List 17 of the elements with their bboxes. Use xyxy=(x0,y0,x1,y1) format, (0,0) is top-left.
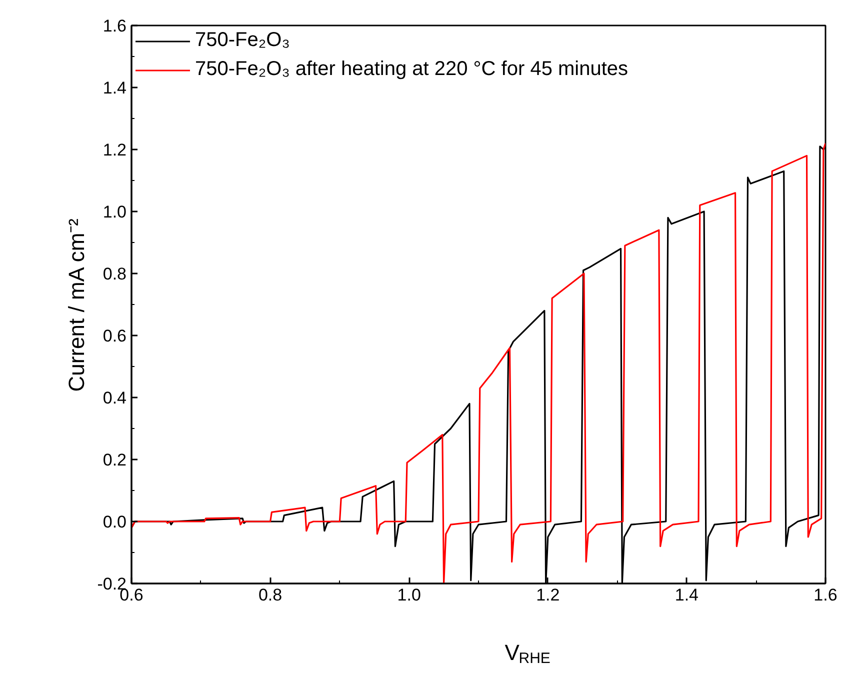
y-tick-label: 0.4 xyxy=(102,388,127,408)
legend-label: 750-Fe₂O₃ after heating at 220 °C for 45 minutes xyxy=(195,58,628,81)
y-tick-label: 0.0 xyxy=(102,512,127,532)
y-tick-label: 0.2 xyxy=(102,450,127,470)
x-tick-label: 1.6 xyxy=(814,586,838,604)
y-tick-label: 1.2 xyxy=(102,140,127,160)
y-tick-label: 0.8 xyxy=(102,264,127,284)
y-axis-title: Current / mA cm⁻² xyxy=(64,218,90,392)
x-tick-label: 1.4 xyxy=(674,586,699,604)
x-tick-label: 1.0 xyxy=(397,586,421,604)
y-tick-label: 1.4 xyxy=(102,78,127,98)
y-tick-label: 0.6 xyxy=(102,326,127,346)
y-tick-label: 1.6 xyxy=(102,16,127,36)
y-tick-label: 1.0 xyxy=(102,202,127,222)
x-tick-label: 0.8 xyxy=(258,586,282,604)
legend-label: 750-Fe₂O₃ xyxy=(195,29,290,52)
x-tick-label: 1.2 xyxy=(536,586,560,604)
